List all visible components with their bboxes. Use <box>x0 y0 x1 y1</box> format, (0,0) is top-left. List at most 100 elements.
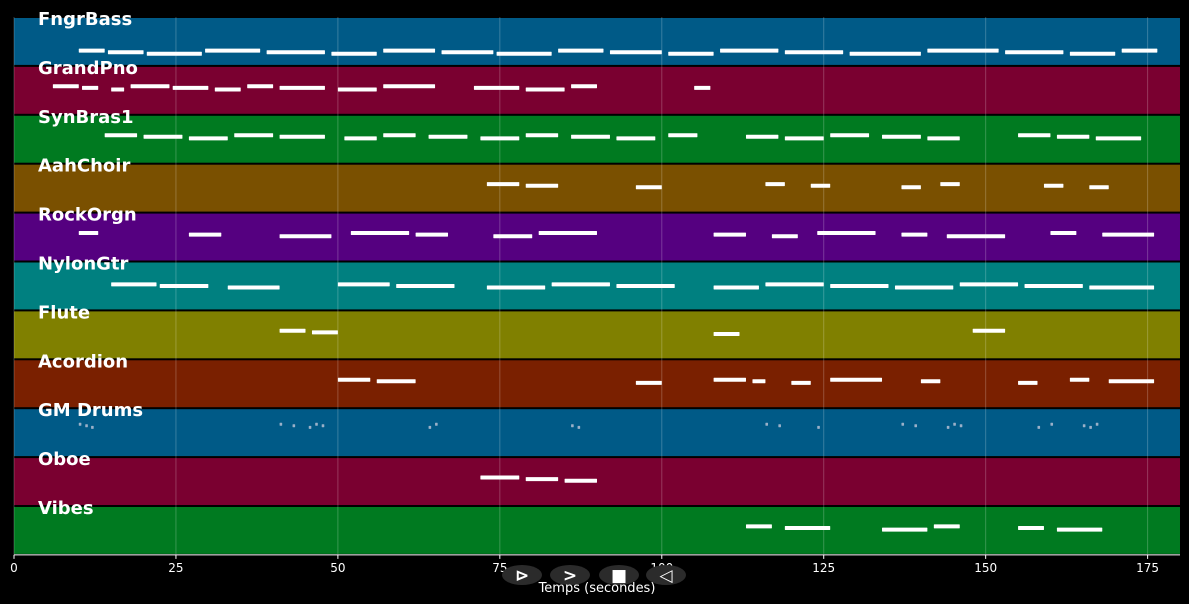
note-segment <box>525 133 559 138</box>
note-segment <box>1089 185 1109 190</box>
note-segment <box>1018 380 1038 385</box>
track-label: Oboe <box>38 449 91 470</box>
note-segment <box>279 422 283 426</box>
note-segment <box>713 232 746 237</box>
note-segment <box>266 50 325 55</box>
note-segment <box>1108 379 1155 384</box>
play-button[interactable]: ⊳ <box>502 565 542 586</box>
control-background <box>550 565 590 585</box>
note-segment <box>694 85 711 90</box>
note-segment <box>111 87 125 92</box>
track-label: SynBras1 <box>38 107 134 128</box>
note-segment <box>1056 527 1103 532</box>
note-segment <box>315 422 318 426</box>
track-label: NylonGtr <box>38 254 129 275</box>
note-segment <box>82 85 99 90</box>
note-segment <box>130 84 170 89</box>
note-segment <box>778 424 781 428</box>
note-segment <box>784 136 824 141</box>
note-segment <box>188 232 222 237</box>
note-segment <box>486 285 546 290</box>
note-segment <box>1043 183 1064 188</box>
note-segment <box>571 134 610 139</box>
note-segment <box>480 136 520 141</box>
track-lane <box>14 164 1180 212</box>
rewind-button[interactable]: ◁ <box>646 565 686 586</box>
note-segment <box>292 424 296 428</box>
note-segment <box>496 51 552 56</box>
note-segment <box>830 377 883 382</box>
control-background <box>502 565 542 585</box>
note-segment <box>927 48 999 53</box>
x-tick-label: 25 <box>168 561 183 575</box>
note-segment <box>849 51 921 56</box>
track-label: GM Drums <box>38 400 143 421</box>
note-segment <box>1095 422 1099 426</box>
note-segment <box>745 524 772 529</box>
forward-icon: > <box>563 566 577 586</box>
note-segment <box>616 283 675 288</box>
note-segment <box>350 231 410 236</box>
x-tick-label: 50 <box>330 561 345 575</box>
note-segment <box>765 182 785 187</box>
forward-button[interactable]: > <box>550 565 590 586</box>
note-segment <box>830 133 870 138</box>
note-segment <box>91 425 94 429</box>
player-controls: ⊳ > ■ ◁ <box>502 565 686 586</box>
track-lane <box>14 360 1180 408</box>
note-segment <box>551 282 610 287</box>
x-tick-label: 150 <box>974 561 997 575</box>
note-segment <box>1024 283 1083 288</box>
track-label: Flute <box>38 302 90 323</box>
note-segment <box>1069 377 1090 382</box>
note-segment <box>810 183 831 188</box>
note-segment <box>882 134 921 139</box>
note-segment <box>525 183 559 188</box>
note-segment <box>214 87 241 92</box>
note-segment <box>765 282 824 287</box>
note-segment <box>1037 425 1041 429</box>
note-segment <box>1089 425 1092 429</box>
x-axis-label: Temps (secondes) <box>538 581 656 596</box>
track-label: FngrBass <box>38 9 132 30</box>
note-segment <box>1102 232 1155 237</box>
note-segment <box>337 282 390 287</box>
note-segment <box>720 48 779 53</box>
note-segment <box>713 377 746 382</box>
note-segment <box>78 422 82 426</box>
note-segment <box>920 379 941 384</box>
note-segment <box>1069 51 1116 56</box>
note-segment <box>441 50 494 55</box>
note-segment <box>143 134 183 139</box>
note-segments <box>52 48 1158 532</box>
note-segment <box>901 232 928 237</box>
note-segment <box>817 425 820 429</box>
track-lane <box>14 18 1180 65</box>
note-segment <box>473 85 520 90</box>
note-segment <box>383 48 436 53</box>
note-segment <box>771 234 798 239</box>
note-segment <box>901 422 905 426</box>
play-icon: ⊳ <box>515 566 529 586</box>
note-segment <box>227 285 280 290</box>
note-segment <box>188 136 228 141</box>
note-segment <box>784 50 844 55</box>
x-tick-label: 175 <box>1136 561 1159 575</box>
track-lane <box>14 409 1180 457</box>
note-segment <box>946 234 1006 239</box>
note-segment <box>480 475 520 480</box>
note-segment <box>1095 136 1142 141</box>
note-segment <box>609 50 662 55</box>
note-segment <box>558 48 604 53</box>
note-segment <box>745 134 779 139</box>
note-segment <box>901 185 921 190</box>
note-segment <box>146 51 202 56</box>
track-label: Vibes <box>38 498 94 519</box>
stop-button[interactable]: ■ <box>599 565 639 586</box>
stop-icon: ■ <box>611 566 627 586</box>
x-tick-label: 125 <box>812 561 835 575</box>
rewind-icon: ◁ <box>659 566 673 586</box>
note-segment <box>107 50 144 55</box>
note-segment <box>668 133 698 138</box>
